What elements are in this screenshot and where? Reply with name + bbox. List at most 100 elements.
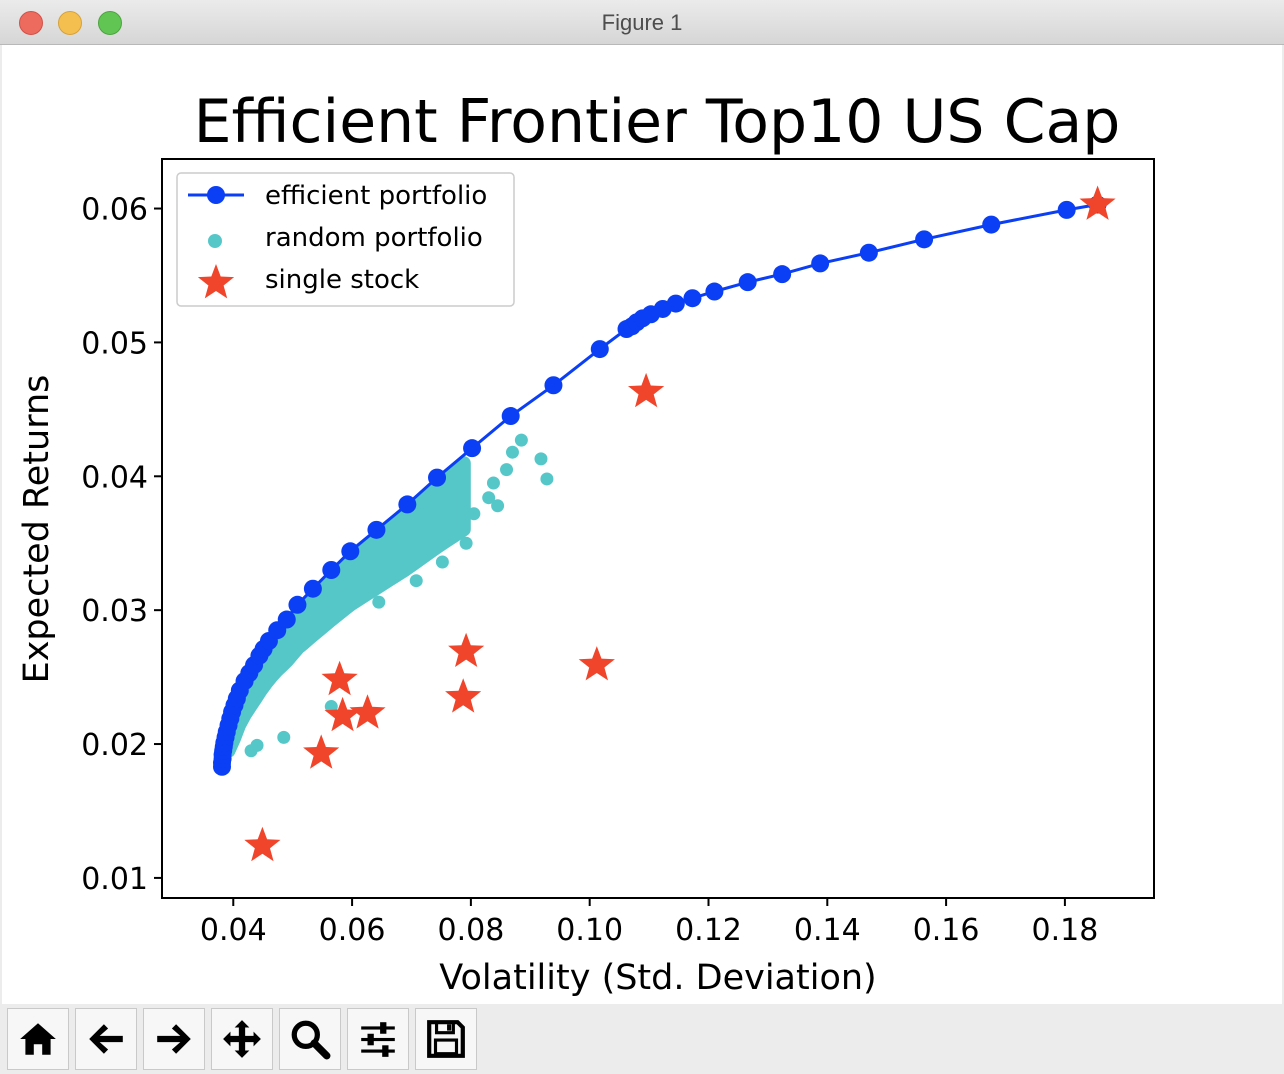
y-tick-label: 0.04: [81, 460, 148, 495]
window-title: Figure 1: [601, 10, 683, 35]
efficient-portfolio-point: [1057, 200, 1076, 219]
legend-random-label: random portfolio: [265, 223, 483, 253]
single-stock-point: [349, 694, 386, 729]
back-arrow-icon: [89, 1024, 123, 1054]
legend-random-marker: [208, 234, 222, 248]
single-stock-point: [324, 696, 361, 732]
back-button[interactable]: [75, 1008, 137, 1070]
single-stock-point: [244, 826, 281, 862]
random-portfolio-point: [244, 744, 258, 758]
random-portfolio-point: [500, 463, 514, 477]
random-portfolio-point: [514, 433, 528, 447]
random-portfolio-cloud: [221, 456, 471, 758]
efficient-portfolio-point: [915, 230, 934, 249]
legend: efficient portfolio random portfolio sin…: [176, 172, 515, 307]
x-tick-label: 0.10: [556, 913, 623, 948]
efficient-portfolio-point: [428, 468, 447, 487]
random-portfolio-point: [409, 574, 423, 588]
chart-svg[interactable]: Efficient Frontier Top10 US Cap 0.04 0.06…: [2, 45, 1282, 1004]
x-tick-label: 0.06: [319, 913, 386, 948]
forward-button[interactable]: [143, 1008, 205, 1070]
x-tick-label: 0.04: [200, 913, 267, 948]
x-tick-label: 0.16: [913, 913, 980, 948]
efficient-portfolio-point: [398, 495, 417, 514]
efficient-portfolio-point: [463, 439, 482, 458]
y-axis-ticks: 0.01 0.02 0.03 0.04 0.05 0.06: [81, 193, 162, 897]
pan-move-icon: [223, 1020, 261, 1058]
efficient-portfolio-point: [811, 254, 830, 273]
efficient-portfolio-series: [212, 195, 1107, 776]
random-portfolio-band: [221, 456, 471, 758]
zoom-window-button[interactable]: [98, 11, 122, 35]
legend-efficient-label: efficient portfolio: [265, 181, 487, 211]
forward-arrow-icon: [157, 1024, 191, 1054]
legend-box: [176, 172, 515, 307]
y-tick-label: 0.05: [81, 326, 148, 361]
configure-subplots-icon: [361, 1022, 395, 1057]
single-stock-point: [448, 632, 485, 667]
x-tick-label: 0.18: [1031, 913, 1098, 948]
x-tick-label: 0.12: [675, 913, 742, 948]
plot-frame: [161, 158, 1155, 899]
x-axis-ticks: 0.04 0.06 0.08 0.10 0.12 0.14 0.16 0.18: [200, 898, 1098, 948]
title-bar: Figure 1: [0, 0, 1284, 45]
single-stock-point: [578, 646, 615, 681]
random-portfolio-point: [540, 472, 554, 486]
home-icon: [20, 1023, 56, 1055]
efficient-portfolio-point: [288, 595, 307, 614]
random-portfolio-point: [482, 491, 496, 505]
efficient-portfolio-point: [705, 282, 724, 301]
x-axis-label: Volatility (Std. Deviation): [439, 958, 876, 998]
save-floppy-icon: [427, 1020, 465, 1058]
single-stock-point: [1079, 185, 1116, 220]
y-tick-label: 0.02: [81, 728, 148, 763]
random-portfolio-point: [467, 507, 481, 521]
random-portfolio-point: [372, 595, 386, 609]
efficient-portfolio-point: [367, 520, 386, 539]
efficient-portfolio-point: [544, 376, 563, 395]
random-portfolio-point: [534, 452, 548, 466]
random-portfolio-point: [277, 730, 291, 744]
single-stock-point: [303, 734, 340, 769]
random-portfolio-point: [505, 445, 519, 459]
chart-title: Efficient Frontier Top10 US Cap: [194, 87, 1121, 157]
efficient-portfolio-point: [501, 407, 520, 426]
efficient-portfolio-point: [683, 289, 702, 308]
random-portfolio-point: [459, 536, 473, 550]
random-portfolio-point: [486, 476, 500, 490]
zoom-button[interactable]: [279, 1008, 341, 1070]
home-button[interactable]: [7, 1008, 69, 1070]
efficient-portfolio-point: [666, 294, 685, 313]
efficient-portfolio-point: [341, 542, 360, 561]
random-portfolio-point: [491, 499, 505, 513]
save-button[interactable]: [415, 1008, 477, 1070]
efficient-portfolio-point: [277, 610, 296, 629]
configure-subplots-button[interactable]: [347, 1008, 409, 1070]
efficient-portfolio-point: [859, 243, 878, 262]
efficient-portfolio-point: [590, 340, 609, 359]
single-stock-series: [244, 185, 1116, 862]
figure-canvas[interactable]: Efficient Frontier Top10 US Cap 0.04 0.06…: [2, 45, 1282, 1004]
x-tick-label: 0.14: [794, 913, 861, 948]
y-axis-label: Expected Returns: [17, 375, 57, 684]
efficient-portfolio-point: [738, 273, 757, 292]
random-portfolio-points: [244, 433, 554, 758]
single-stock-point: [321, 660, 358, 696]
random-portfolio-point: [435, 555, 449, 569]
single-stock-point: [628, 372, 665, 408]
efficient-portfolio-point: [322, 561, 341, 580]
efficient-portfolio-point: [303, 579, 322, 598]
navigation-toolbar: [0, 1004, 1284, 1074]
y-tick-label: 0.01: [81, 862, 148, 897]
single-stock-point: [445, 678, 482, 713]
legend-single-label: single stock: [265, 265, 419, 295]
close-window-button[interactable]: [19, 11, 43, 35]
pan-button[interactable]: [211, 1008, 273, 1070]
x-tick-label: 0.08: [437, 913, 504, 948]
legend-efficient-marker: [207, 186, 225, 204]
efficient-portfolio-point: [982, 215, 1001, 234]
minimize-window-button[interactable]: [58, 11, 82, 35]
zoom-magnifier-icon: [291, 1020, 331, 1060]
y-tick-label: 0.06: [81, 193, 148, 228]
